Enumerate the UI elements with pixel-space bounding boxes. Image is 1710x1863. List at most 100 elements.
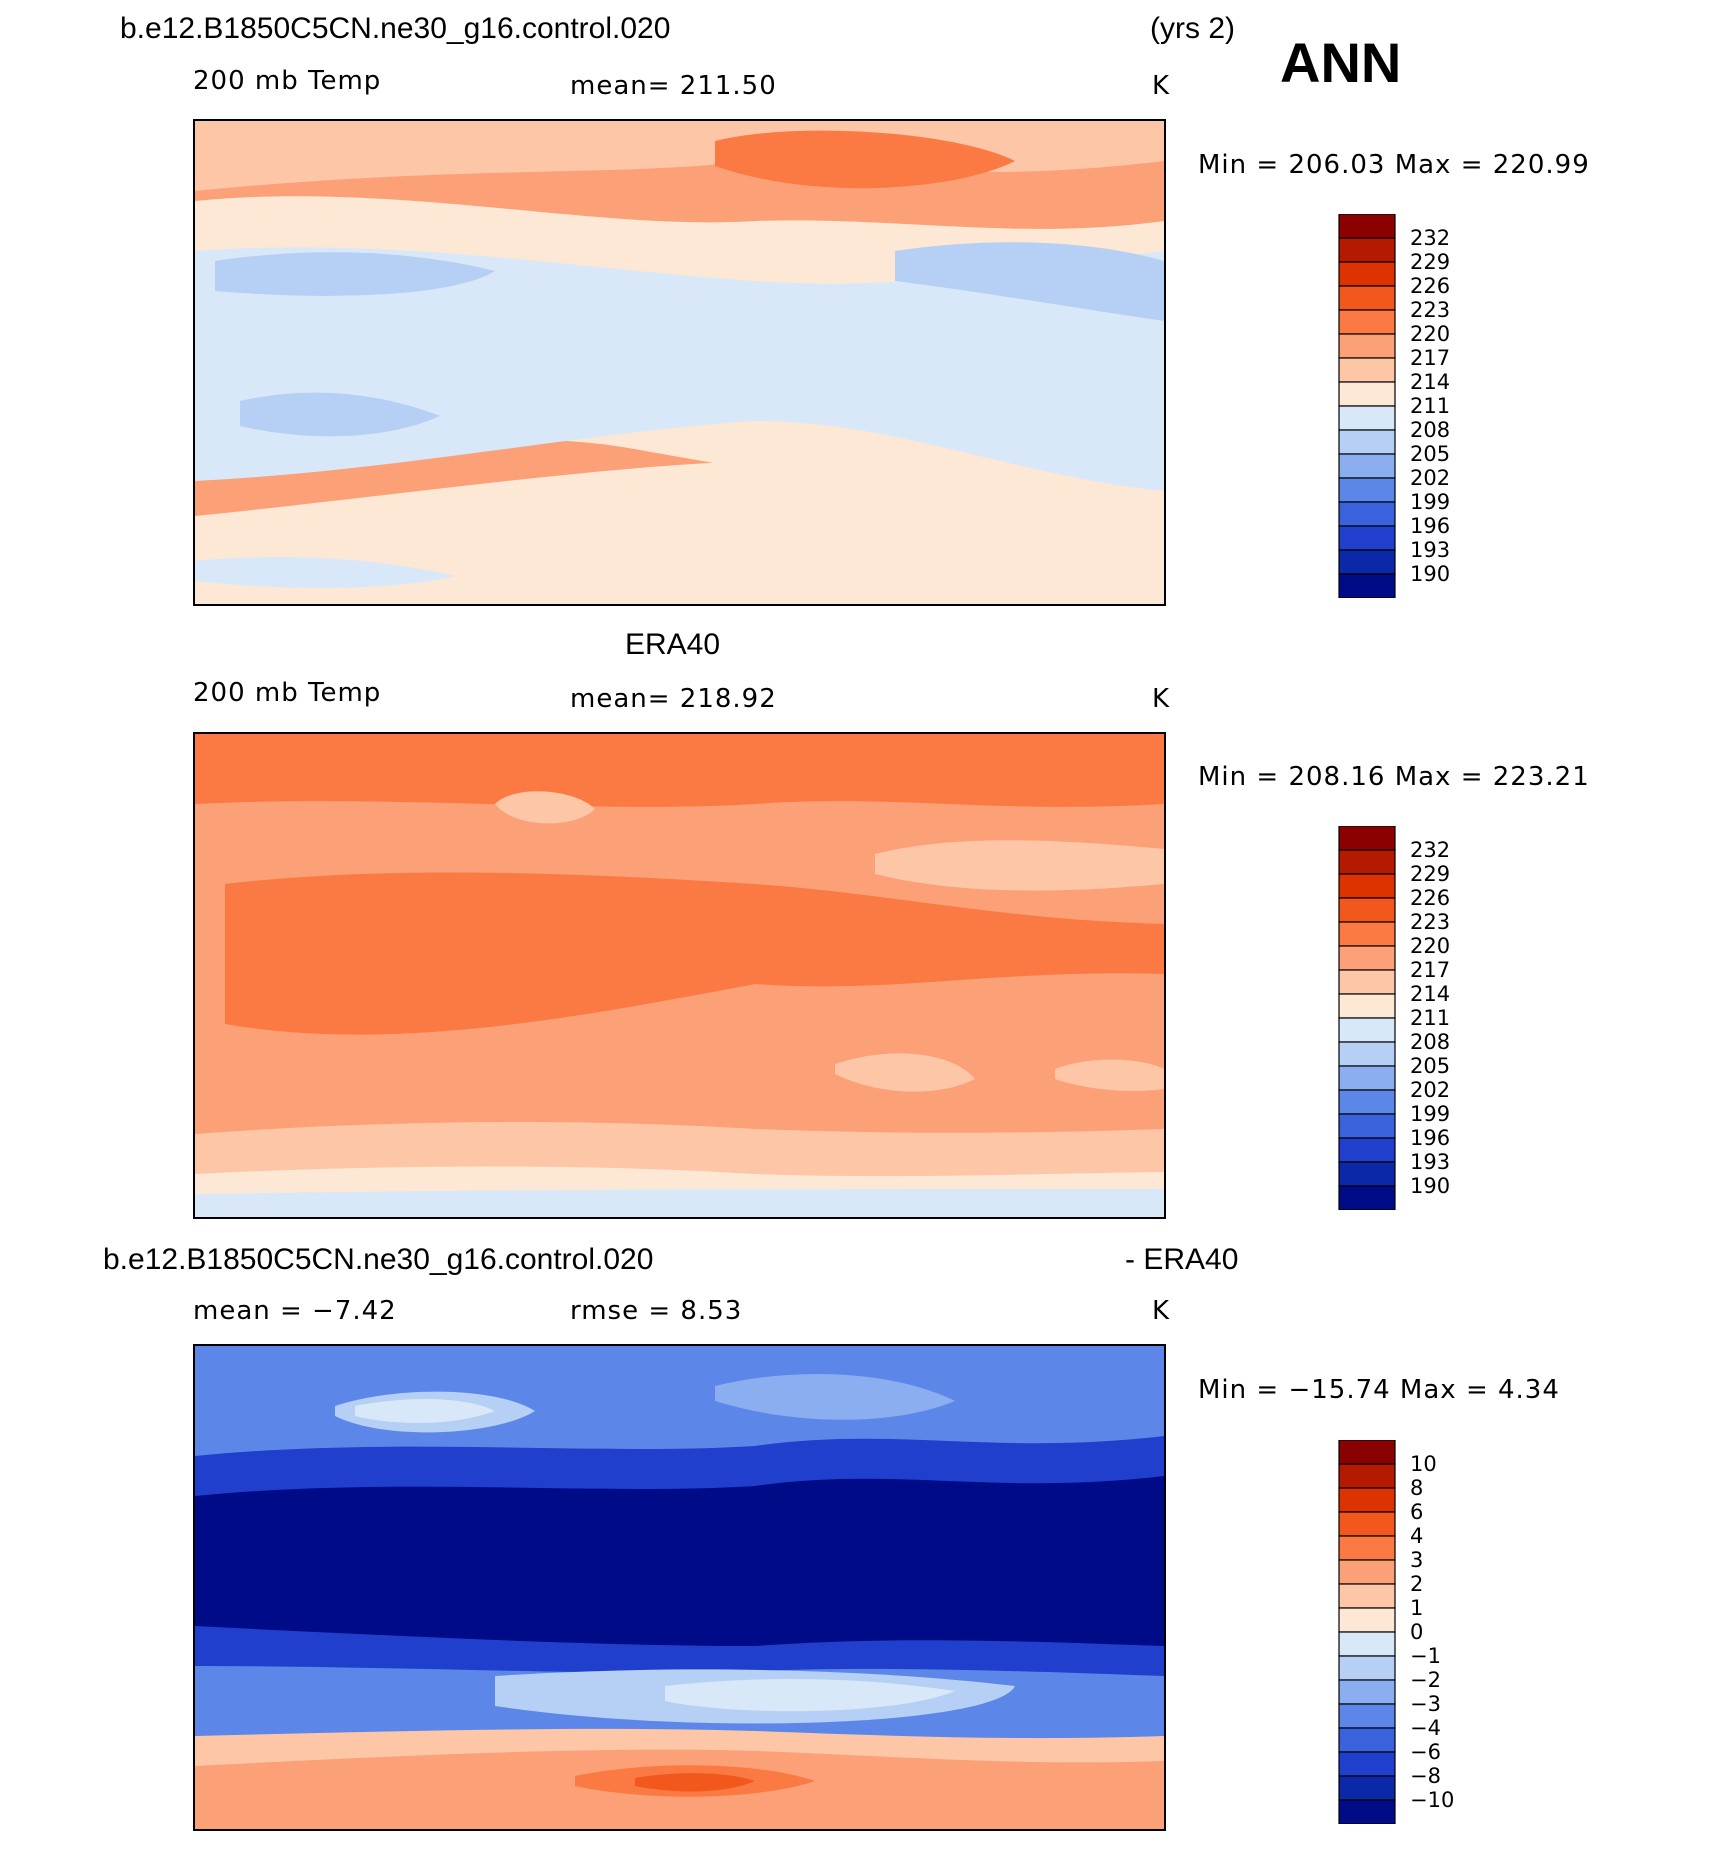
panel3-mean: mean = −7.42 (193, 1296, 397, 1326)
colorbar-swatch (1338, 453, 1396, 479)
colorbar-label: 211 (1410, 394, 1451, 418)
panel1-minmax: Min = 206.03 Max = 220.99 (1198, 150, 1590, 180)
panel3-contour-plot (195, 1346, 1164, 1829)
panel3-colorbar (1338, 1440, 1396, 1824)
colorbar-label: 3 (1410, 1548, 1424, 1572)
colorbar-label: 202 (1410, 466, 1451, 490)
colorbar-label: 1 (1410, 1596, 1424, 1620)
panel2-title: ERA40 (625, 628, 721, 661)
colorbar-swatch (1338, 1113, 1396, 1139)
colorbar-label: −6 (1410, 1740, 1441, 1764)
colorbar-swatch (1338, 573, 1396, 598)
colorbar-swatch (1338, 381, 1396, 407)
colorbar-swatch (1338, 1065, 1396, 1091)
panel3-title-right: - ERA40 (1125, 1243, 1239, 1276)
colorbar-swatch (1338, 261, 1396, 287)
colorbar-swatch (1338, 1607, 1396, 1633)
colorbar-label: 202 (1410, 1078, 1451, 1102)
colorbar-label: 232 (1410, 226, 1451, 250)
colorbar-swatch (1338, 897, 1396, 923)
colorbar-label: −1 (1410, 1644, 1441, 1668)
colorbar-swatch (1338, 1017, 1396, 1043)
colorbar-label: 4 (1410, 1524, 1424, 1548)
colorbar-label: 8 (1410, 1476, 1424, 1500)
colorbar-label: 223 (1410, 910, 1451, 934)
colorbar-label: 0 (1410, 1620, 1424, 1644)
colorbar-label: −10 (1410, 1788, 1455, 1812)
panel2-minmax: Min = 208.16 Max = 223.21 (1198, 762, 1590, 792)
colorbar-swatch (1338, 1440, 1396, 1465)
colorbar-swatch (1338, 1703, 1396, 1729)
colorbar-swatch (1338, 921, 1396, 947)
colorbar-label: 199 (1410, 1102, 1451, 1126)
panel2-mean: mean= 218.92 (570, 684, 777, 714)
colorbar-swatch (1338, 945, 1396, 971)
panel1-contour-plot (195, 121, 1164, 604)
colorbar-swatch (1338, 1137, 1396, 1163)
colorbar-swatch (1338, 333, 1396, 359)
colorbar-swatch (1338, 309, 1396, 335)
colorbar-swatch (1338, 1559, 1396, 1585)
colorbar-label: 214 (1410, 982, 1451, 1006)
colorbar-label: 199 (1410, 490, 1451, 514)
panel1-map (193, 119, 1166, 606)
panel3-units: K (1152, 1296, 1171, 1326)
colorbar-swatch (1338, 214, 1396, 239)
colorbar-label: 226 (1410, 274, 1451, 298)
colorbar-swatch (1338, 1751, 1396, 1777)
colorbar-label: 6 (1410, 1500, 1424, 1524)
panel3-title: b.e12.B1850C5CN.ne30_g16.control.020 (103, 1243, 654, 1276)
colorbar-label: 193 (1410, 1150, 1451, 1174)
colorbar-swatch (1338, 525, 1396, 551)
colorbar-swatch (1338, 969, 1396, 995)
colorbar-swatch (1338, 1583, 1396, 1609)
colorbar-swatch (1338, 405, 1396, 431)
colorbar-swatch (1338, 1161, 1396, 1187)
panel2-variable: 200 mb Temp (193, 678, 382, 708)
panel2-contour-plot (195, 734, 1164, 1217)
colorbar-label: 232 (1410, 838, 1451, 862)
colorbar-swatch (1338, 993, 1396, 1019)
colorbar-label: 229 (1410, 862, 1451, 886)
colorbar-swatch (1338, 501, 1396, 527)
panel2-map (193, 732, 1166, 1219)
colorbar-label: 217 (1410, 346, 1451, 370)
panel1-mean: mean= 211.50 (570, 71, 777, 101)
colorbar-swatch (1338, 1679, 1396, 1705)
colorbar-swatch (1338, 873, 1396, 899)
colorbar-label: 2 (1410, 1572, 1424, 1596)
colorbar-swatch (1338, 1799, 1396, 1824)
colorbar-swatch (1338, 1185, 1396, 1210)
colorbar-label: 205 (1410, 1054, 1451, 1078)
colorbar-label: 223 (1410, 298, 1451, 322)
colorbar-label: −8 (1410, 1764, 1441, 1788)
colorbar-swatch (1338, 549, 1396, 575)
colorbar-swatch (1338, 1487, 1396, 1513)
colorbar-label: 208 (1410, 418, 1451, 442)
colorbar-label: 205 (1410, 442, 1451, 466)
colorbar-swatch (1338, 1511, 1396, 1537)
panel3-rmse: rmse = 8.53 (570, 1296, 743, 1326)
colorbar-label: −4 (1410, 1716, 1441, 1740)
colorbar-swatch (1338, 1089, 1396, 1115)
colorbar-swatch (1338, 826, 1396, 851)
colorbar-label: 217 (1410, 958, 1451, 982)
colorbar-swatch (1338, 1727, 1396, 1753)
colorbar-swatch (1338, 237, 1396, 263)
colorbar-swatch (1338, 1655, 1396, 1681)
colorbar-label: 220 (1410, 322, 1451, 346)
colorbar-swatch (1338, 1041, 1396, 1067)
colorbar-label: 214 (1410, 370, 1451, 394)
colorbar-label: 196 (1410, 1126, 1451, 1150)
case-title: b.e12.B1850C5CN.ne30_g16.control.020 (120, 12, 671, 45)
panel3-map (193, 1344, 1166, 1831)
colorbar-swatch (1338, 1631, 1396, 1657)
panel3-minmax: Min = −15.74 Max = 4.34 (1198, 1375, 1560, 1405)
colorbar-swatch (1338, 1463, 1396, 1489)
colorbar-label: −3 (1410, 1692, 1441, 1716)
season-label: ANN (1280, 31, 1402, 94)
colorbar-label: 211 (1410, 1006, 1451, 1030)
panel1-variable: 200 mb Temp (193, 66, 382, 96)
colorbar-label: 208 (1410, 1030, 1451, 1054)
colorbar-label: 190 (1410, 1174, 1451, 1198)
